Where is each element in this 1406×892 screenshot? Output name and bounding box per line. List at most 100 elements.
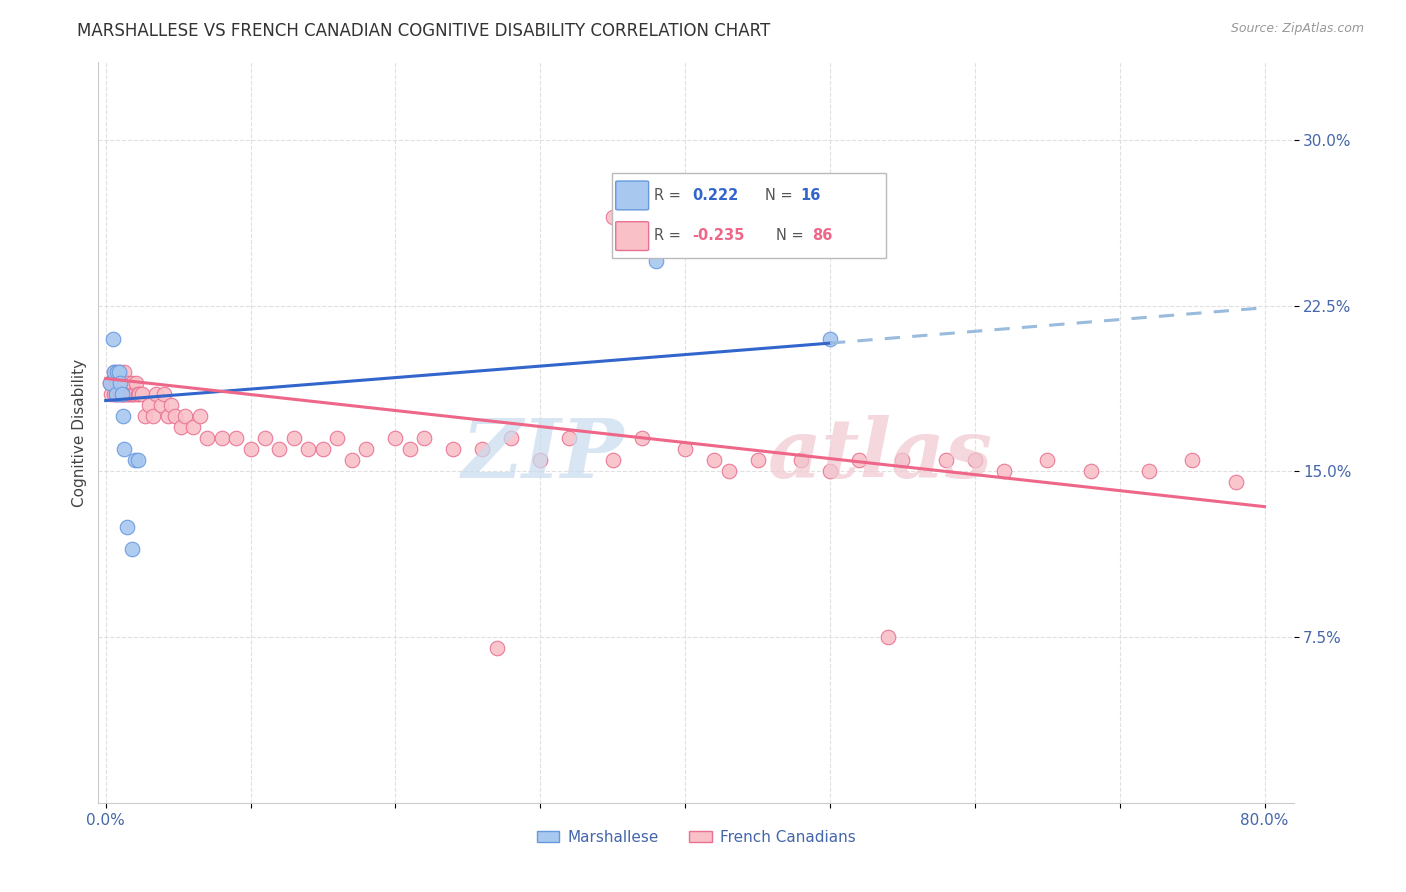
Point [1225,475,1247,490]
Point [312,442,335,457]
Point [121,376,143,390]
Point [127,453,149,467]
Point [818,464,841,478]
Point [877,630,900,644]
Point [848,453,870,467]
Point [100,387,122,401]
Point [1036,453,1059,467]
Point [107,365,129,379]
Point [188,409,211,423]
Point [121,541,143,556]
Point [105,365,128,379]
Text: MARSHALLESE VS FRENCH CANADIAN COGNITIVE DISABILITY CORRELATION CHART: MARSHALLESE VS FRENCH CANADIAN COGNITIVE… [77,22,770,40]
Point [993,464,1015,478]
Point [114,387,136,401]
Point [118,387,141,401]
Point [558,431,581,445]
Point [269,442,291,457]
Point [142,409,165,423]
Point [790,453,813,467]
Point [253,431,276,445]
Point [399,442,422,457]
Point [181,420,204,434]
Point [673,442,696,457]
Point [935,453,957,467]
Point [117,376,139,390]
Text: N =: N = [776,228,808,244]
Text: R =: R = [654,187,686,202]
Point [149,398,172,412]
Point [170,420,193,434]
Legend: Marshallese, French Canadians: Marshallese, French Canadians [530,823,862,851]
Point [110,376,132,390]
Point [963,453,986,467]
FancyBboxPatch shape [616,222,648,251]
Point [98,376,121,390]
Point [138,398,160,412]
Point [128,387,150,401]
Text: atlas: atlas [768,415,993,495]
Point [239,442,262,457]
Point [103,365,125,379]
Point [131,387,153,401]
Point [645,254,668,268]
Point [340,453,363,467]
Point [104,376,127,390]
Text: -0.235: -0.235 [693,228,745,244]
Point [1080,464,1102,478]
Point [485,641,508,656]
Point [152,387,174,401]
FancyBboxPatch shape [616,181,648,210]
Point [471,442,494,457]
Point [107,387,129,401]
Point [195,431,218,445]
Point [413,431,436,445]
Point [110,387,132,401]
Point [602,210,624,224]
Point [101,376,124,390]
Point [117,519,139,533]
Point [297,442,319,457]
Point [160,398,183,412]
Point [104,387,127,401]
Point [124,453,146,467]
Point [326,431,349,445]
Point [602,453,624,467]
Point [104,387,127,401]
Point [114,365,136,379]
Point [108,376,131,390]
Point [108,365,131,379]
Point [112,387,135,401]
Point [356,442,378,457]
Point [145,387,167,401]
Text: 16: 16 [801,187,821,202]
Point [127,387,149,401]
Point [114,442,136,457]
Point [283,431,305,445]
Point [703,453,725,467]
Point [174,409,197,423]
Point [117,387,139,401]
Point [529,453,551,467]
Point [891,453,914,467]
Point [107,376,129,390]
Point [384,431,406,445]
Point [115,387,138,401]
Point [122,387,145,401]
Point [105,376,128,390]
Point [156,409,179,423]
Text: 86: 86 [811,228,832,244]
Point [120,387,142,401]
Point [121,387,143,401]
Point [98,376,121,390]
Point [165,409,187,423]
FancyBboxPatch shape [612,173,886,258]
Point [717,464,740,478]
Text: N =: N = [765,187,797,202]
Point [747,453,769,467]
Point [501,431,523,445]
Text: R =: R = [654,228,686,244]
Point [105,387,128,401]
Y-axis label: Cognitive Disability: Cognitive Disability [72,359,87,507]
Point [125,376,148,390]
